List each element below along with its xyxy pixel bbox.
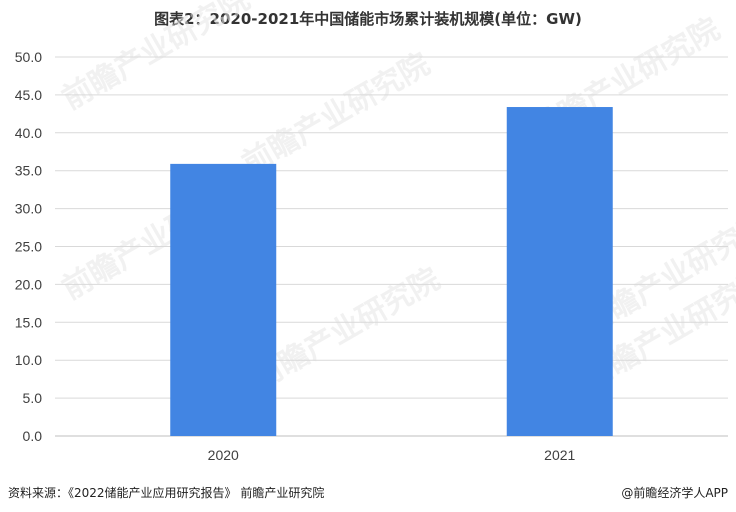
y-tick-label: 45.0 <box>15 87 42 103</box>
y-tick-label: 20.0 <box>15 276 42 292</box>
x-tick-label: 2021 <box>544 447 575 463</box>
bars <box>170 107 613 437</box>
y-tick-label: 40.0 <box>15 125 42 141</box>
y-tick-label: 35.0 <box>15 163 42 179</box>
source-note: 资料来源：《2022储能产业应用研究报告》 前瞻产业研究院 <box>8 486 325 500</box>
gridlines <box>55 56 728 437</box>
y-tick-label: 0.0 <box>23 428 43 444</box>
y-tick-label: 50.0 <box>15 49 42 65</box>
y-tick-label: 30.0 <box>15 201 42 217</box>
x-axis: 2020 2021 <box>208 447 576 463</box>
y-axis: 0.0 5.0 10.0 15.0 20.0 25.0 30.0 35.0 40.0 45.0 50… <box>15 49 42 444</box>
x-tick-label: 2020 <box>208 447 239 463</box>
y-tick-label: 5.0 <box>23 390 43 406</box>
y-tick-label: 10.0 <box>15 352 42 368</box>
footer: 资料来源：《2022储能产业应用研究报告》 前瞻产业研究院 @前瞻经济学人APP <box>8 484 728 504</box>
bar-2020 <box>170 163 277 437</box>
watermark-text: 前瞻产业研究院 <box>247 262 446 397</box>
y-tick-label: 15.0 <box>15 314 42 330</box>
y-tick-label: 25.0 <box>15 239 42 255</box>
watermark-text: 前瞻产业研究院 <box>237 47 436 182</box>
watermark-text: 前瞻产业研究院 <box>57 0 256 117</box>
bar-2021 <box>506 107 613 436</box>
brand-credit: @前瞻经济学人APP <box>621 486 728 500</box>
chart-title: 图表2：2020-2021年中国储能市场累计装机规模(单位：GW) <box>154 10 582 28</box>
